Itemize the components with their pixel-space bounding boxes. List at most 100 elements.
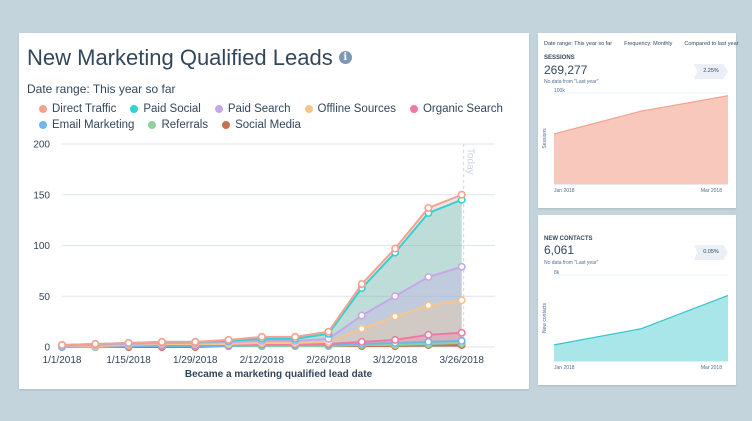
point-direct-traffic-1[interactable] [91, 339, 100, 348]
x-tick-label: Mar 2018 [701, 188, 722, 194]
point-direct-traffic-7[interactable] [291, 332, 300, 341]
report-title-text: New Marketing Qualified Leads [27, 45, 333, 70]
point-organic-search-9[interactable] [357, 337, 366, 346]
x-tick-label: 3/12/2018 [373, 355, 418, 366]
legend-swatch [222, 121, 231, 129]
legend-item-direct-traffic[interactable]: Direct Traffic [39, 103, 116, 115]
point-paid-search-9[interactable] [357, 311, 366, 320]
legend-swatch [39, 105, 47, 113]
x-tick-label: 1/29/2018 [173, 355, 218, 366]
area-line [553, 95, 729, 135]
frequency-setting[interactable]: Frequency: Monthly [624, 41, 673, 47]
point-offline-sources-9[interactable] [357, 324, 366, 333]
point-direct-traffic-2[interactable] [124, 338, 133, 347]
sessions-value: 269,277 [544, 63, 588, 77]
info-icon[interactable]: i [338, 50, 352, 64]
report-title: New Marketing Qualified Leads i [27, 45, 352, 71]
mql-area-chart: 0 50 100 150 200 Today 1/1/2018 1/15/2018 1/29/2… [33, 140, 495, 380]
point-direct-traffic-10[interactable] [391, 244, 400, 253]
area-offline-sources [62, 300, 462, 347]
legend-label: Paid Social [143, 103, 201, 115]
x-tick-label: 1/1/2018 [43, 355, 82, 366]
y-tick-label: 150 [33, 190, 50, 201]
sessions-title: SESSIONS [544, 55, 575, 61]
point-direct-traffic-3[interactable] [157, 337, 166, 346]
point-offline-sources-11[interactable] [424, 301, 433, 310]
y-max-label: 100k [554, 88, 565, 94]
y-max-label: 8k [554, 270, 560, 276]
compare-setting[interactable]: Compared to last year [684, 41, 739, 47]
x-axis-label: Became a marketing qualified lead date [185, 369, 373, 380]
legend-label: Email Marketing [52, 119, 135, 131]
legend-label: Organic Search [422, 103, 503, 115]
y-tick-label: 0 [44, 343, 50, 354]
x-tick-label: 2/12/2018 [240, 355, 285, 366]
point-organic-search-11[interactable] [424, 330, 433, 339]
legend-label: Referrals [161, 119, 209, 131]
legend-label: Offline Sources [317, 103, 396, 115]
point-direct-traffic-6[interactable] [257, 332, 266, 341]
point-offline-sources-10[interactable] [391, 312, 400, 321]
legend-swatch [304, 105, 313, 113]
today-label: Today [465, 148, 476, 175]
area-direct-traffic [62, 194, 462, 347]
point-direct-traffic-5[interactable] [224, 335, 233, 344]
point-direct-traffic-8[interactable] [324, 327, 333, 336]
date-range-label: Date range: This year so far [27, 82, 176, 96]
point-direct-traffic-0[interactable] [57, 340, 66, 349]
report-settings-header: Date range: This year so far Frequency: … [544, 41, 739, 47]
area-fill [554, 295, 728, 361]
point-paid-search-12[interactable] [457, 262, 466, 271]
legend-item-paid-search[interactable]: Paid Search [214, 103, 291, 115]
sessions-change-badge: 2.25% [694, 64, 728, 79]
legend-label: Direct Traffic [52, 103, 117, 115]
point-direct-traffic-4[interactable] [191, 337, 200, 346]
point-direct-traffic-11[interactable] [424, 203, 433, 212]
legend-swatch [409, 105, 418, 113]
point-paid-search-10[interactable] [391, 292, 400, 301]
area-line [553, 294, 729, 346]
x-tick-label: Jan 2018 [554, 365, 575, 371]
legend-item-offline-sources[interactable]: Offline Sources [304, 103, 396, 115]
y-axis-label: New contacts [542, 302, 548, 333]
legend-item-paid-social[interactable]: Paid Social [130, 103, 201, 115]
point-offline-sources-12[interactable] [457, 296, 466, 305]
legend-item-organic-search[interactable]: Organic Search [409, 103, 503, 115]
mql-report-card: New Marketing Qualified Leads i Date rang… [19, 33, 529, 389]
x-tick-label: Jan 2018 [554, 188, 575, 194]
legend-item-referrals[interactable]: Referrals [148, 119, 208, 131]
sessions-subtitle: No data from "Last year" [544, 79, 599, 85]
area-fill [554, 95, 728, 184]
sessions-card: Date range: This year so far Frequency: … [538, 33, 739, 208]
contacts-subtitle: No data from "Last year" [544, 260, 599, 266]
point-organic-search-12[interactable] [457, 328, 466, 337]
date-range-setting[interactable]: Date range: This year so far [544, 41, 613, 47]
legend-swatch [148, 121, 157, 129]
legend-swatch [130, 105, 139, 113]
x-tick-label: Mar 2018 [701, 365, 722, 371]
y-tick-label: 200 [33, 140, 50, 151]
x-tick-label: 3/26/2018 [439, 355, 484, 366]
legend-row-1: Direct Traffic Paid Social Paid Search Offl… [39, 103, 517, 115]
legend-row-2: Email Marketing Referrals Social Media [39, 119, 315, 131]
sessions-area-chart: 100k Sessions Jan 2018 Mar 2018 [542, 88, 729, 194]
point-email-marketing-11[interactable] [424, 337, 433, 346]
legend-swatch [39, 121, 47, 129]
point-direct-traffic-9[interactable] [357, 280, 366, 289]
legend-item-email-marketing[interactable]: Email Marketing [39, 119, 134, 131]
x-tick-label: 2/26/2018 [306, 355, 351, 366]
point-direct-traffic-12[interactable] [457, 190, 466, 199]
contacts-value: 6,061 [544, 243, 575, 257]
point-organic-search-10[interactable] [391, 335, 400, 344]
point-email-marketing-12[interactable] [457, 336, 466, 345]
contacts-change-badge: 0.05% [694, 245, 728, 260]
legend-label: Social Media [235, 119, 301, 131]
contacts-area-chart: 8k New contacts Jan 2018 Mar 2018 [542, 270, 729, 371]
y-tick-label: 100 [33, 241, 50, 252]
point-paid-search-11[interactable] [424, 272, 433, 281]
legend-item-social-media[interactable]: Social Media [222, 119, 301, 131]
legend-swatch [214, 105, 223, 113]
legend-label: Paid Search [227, 103, 291, 115]
y-axis-label: Sessions [542, 128, 548, 149]
area-paid-social [62, 199, 462, 347]
